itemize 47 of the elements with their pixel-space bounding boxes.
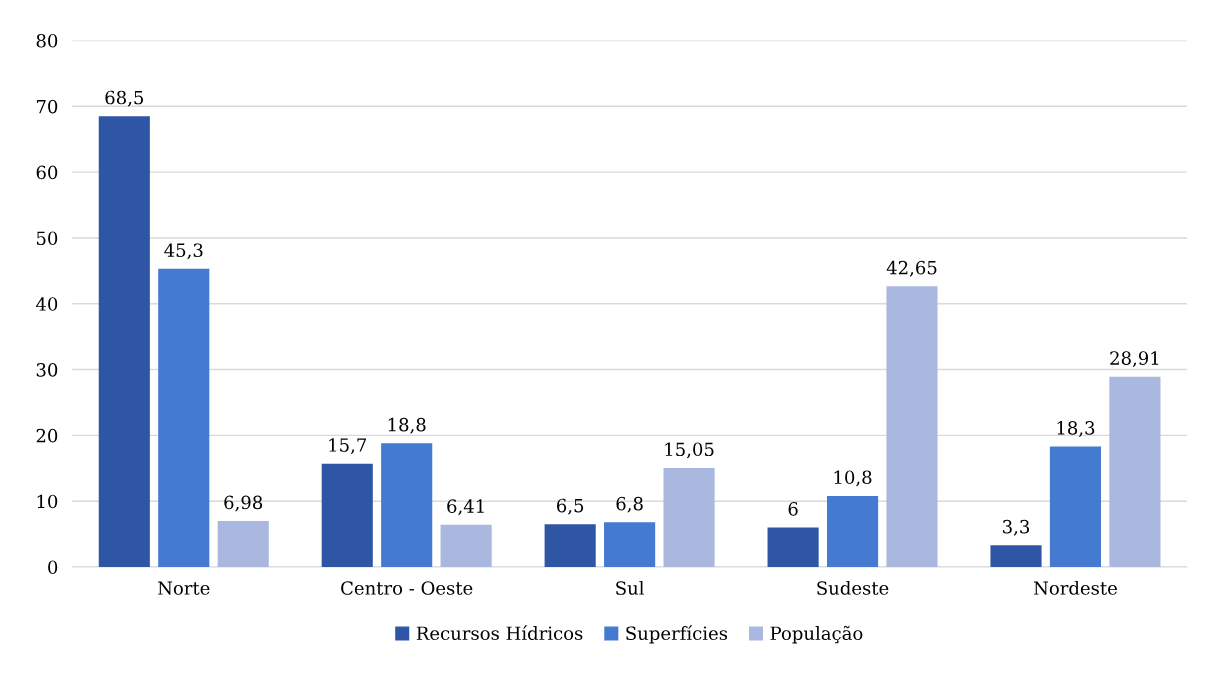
data-label: 6,41: [447, 499, 484, 516]
data-label: 6: [788, 502, 798, 516]
y-tick-label: 80: [36, 33, 58, 48]
data-label: 10,8: [834, 470, 872, 487]
bar: [604, 522, 656, 567]
bar: [381, 443, 433, 567]
bar: [440, 524, 492, 567]
x-tick-label: Nordeste: [1033, 580, 1117, 595]
x-tick-label: Centro - Oeste: [341, 581, 473, 595]
bar: [886, 286, 938, 567]
bar: [990, 545, 1042, 567]
data-label: 45,3: [164, 243, 203, 260]
y-tick-label: 10: [37, 494, 58, 509]
bar: [158, 268, 210, 567]
y-tick-label: 20: [36, 428, 58, 443]
data-label: 18,3: [1057, 421, 1095, 437]
data-label: 6,98: [224, 495, 263, 512]
bar: [321, 463, 373, 567]
x-tick-label: Norte: [158, 581, 210, 595]
y-tick-label: 50: [36, 231, 58, 246]
data-label: 28,91: [1110, 351, 1159, 368]
legend-label: Superfícies: [626, 625, 728, 644]
bar: [1049, 446, 1102, 567]
y-tick-label: 60: [36, 165, 58, 180]
bar: [826, 495, 879, 567]
data-label: 6,8: [616, 496, 643, 513]
data-label: 3,3: [1003, 519, 1030, 536]
legend-label: Recursos Hídricos: [416, 625, 583, 641]
data-label: 6,5: [557, 498, 584, 515]
data-label: 18,8: [388, 417, 426, 434]
bar: [98, 116, 150, 567]
bar: [544, 524, 596, 567]
data-label: 15,7: [329, 438, 367, 455]
bar: [663, 467, 715, 567]
y-tick-label: 40: [35, 297, 58, 311]
data-label: 42,65: [886, 260, 937, 277]
bar: [217, 521, 269, 567]
y-tick-label: 30: [36, 363, 58, 377]
bar: [767, 527, 819, 567]
data-label: 68,5: [105, 90, 144, 107]
x-tick-label: Sul: [616, 580, 644, 595]
bar: [1109, 376, 1161, 567]
x-tick-label: Sudeste: [817, 580, 889, 595]
data-label: 15,05: [665, 442, 714, 459]
y-tick-label: 70: [36, 99, 58, 114]
y-tick-label: 0: [48, 560, 58, 575]
legend-label: População: [770, 625, 863, 644]
